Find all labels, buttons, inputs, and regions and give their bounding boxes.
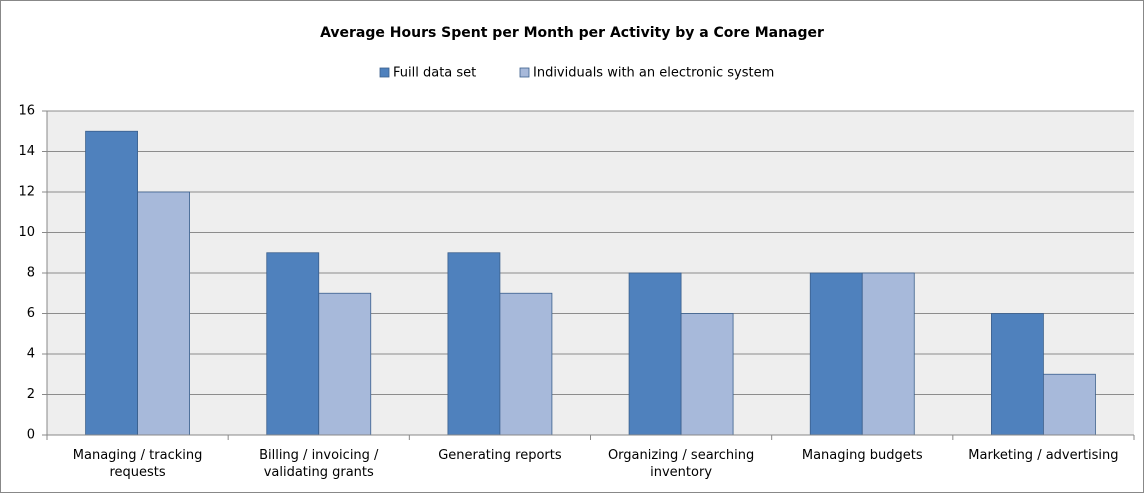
bar <box>1043 373 1096 436</box>
y-tick-label: 14 <box>18 144 35 159</box>
y-tick-label: 16 <box>18 104 35 119</box>
x-tick-label: Managing budgets <box>801 448 923 463</box>
bar <box>318 292 372 436</box>
bar <box>991 313 1044 436</box>
bar <box>809 272 863 436</box>
bar <box>85 130 138 436</box>
bar <box>861 272 915 436</box>
bar <box>680 313 734 436</box>
bar <box>266 252 320 436</box>
y-tick-label: 10 <box>18 225 35 240</box>
bar <box>447 252 501 436</box>
x-tick-label: Marketing / advertising <box>968 448 1119 463</box>
x-tick-label: Managing / tracking requests <box>72 448 203 480</box>
legend-label: Fuill data set <box>393 66 476 81</box>
legend-swatch <box>519 67 530 78</box>
y-tick-label: 2 <box>27 387 35 402</box>
y-tick-label: 6 <box>27 306 35 321</box>
bar <box>628 272 682 436</box>
legend-label: Individuals with an electronic system <box>533 66 774 81</box>
y-tick-label: 12 <box>18 185 35 200</box>
bar <box>499 292 553 436</box>
bar <box>137 191 190 436</box>
y-tick-label: 4 <box>27 347 35 362</box>
x-tick-label: Billing / invoicing / validating grants <box>259 448 379 480</box>
legend-swatch <box>379 67 390 78</box>
chart-title: Average Hours Spent per Month per Activi… <box>320 25 824 41</box>
y-tick-label: 0 <box>27 428 35 443</box>
x-tick-label: Generating reports <box>438 448 562 463</box>
x-tick-label: Organizing / searching inventory <box>607 448 755 480</box>
y-tick-label: 8 <box>27 266 35 281</box>
